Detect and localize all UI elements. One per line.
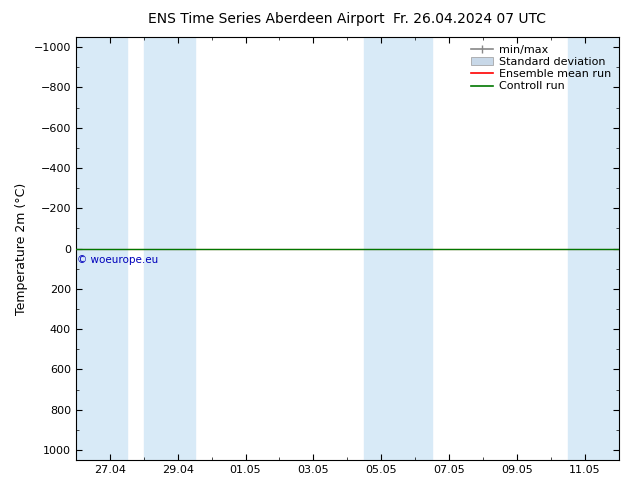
Bar — [144, 37, 195, 460]
Text: © woeurope.eu: © woeurope.eu — [77, 255, 158, 265]
Bar — [365, 37, 432, 460]
Legend: min/max, Standard deviation, Ensemble mean run, Controll run: min/max, Standard deviation, Ensemble me… — [467, 40, 616, 96]
Y-axis label: Temperature 2m (°C): Temperature 2m (°C) — [15, 182, 28, 315]
Bar — [568, 37, 619, 460]
Text: ENS Time Series Aberdeen Airport: ENS Time Series Aberdeen Airport — [148, 12, 385, 26]
Text: Fr. 26.04.2024 07 UTC: Fr. 26.04.2024 07 UTC — [392, 12, 546, 26]
Bar — [76, 37, 127, 460]
